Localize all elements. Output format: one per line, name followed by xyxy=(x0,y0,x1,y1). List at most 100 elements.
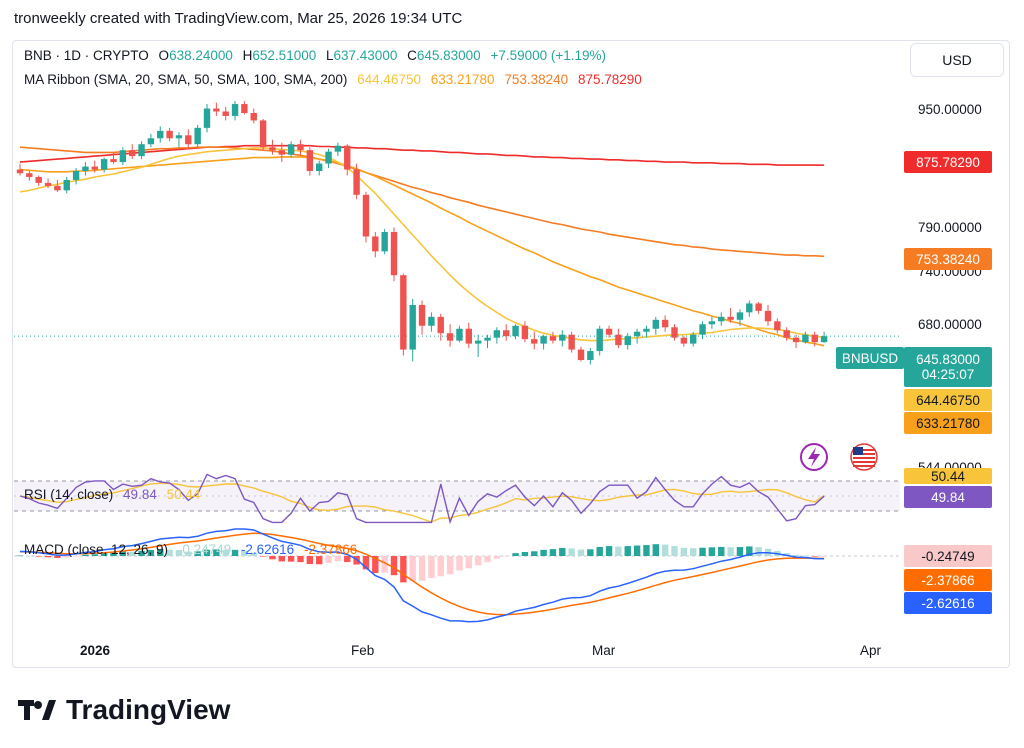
macd-histogram-bar xyxy=(811,556,818,557)
macd-legend: MACD (close, 12, 26, 9) -0.24749 -2.6261… xyxy=(24,542,363,557)
candle-body xyxy=(746,303,753,313)
candle-body xyxy=(418,304,426,326)
macd-histogram-bar xyxy=(643,545,650,556)
candle xyxy=(428,312,435,332)
candle-body xyxy=(643,328,650,332)
candle xyxy=(185,129,192,149)
macd-histogram-bar xyxy=(615,546,622,556)
candle xyxy=(222,107,229,121)
macd-histogram-bar xyxy=(129,551,136,556)
candle xyxy=(699,321,706,340)
candle-body xyxy=(44,182,52,186)
candle xyxy=(549,331,557,344)
symbol-label[interactable]: BNB · 1D · CRYPTO xyxy=(24,48,149,63)
time-tick: Mar xyxy=(592,643,616,658)
currency-button[interactable]: USD xyxy=(910,43,1004,77)
macd-histogram-bar xyxy=(493,556,501,559)
macd-histogram-bar xyxy=(783,553,790,556)
symbol-tag: BNBUSD xyxy=(836,347,904,369)
overlay-icons xyxy=(800,443,878,471)
candle xyxy=(577,346,585,362)
ma-legend: MA Ribbon (SMA, 20, SMA, 50, SMA, 100, S… xyxy=(24,72,648,87)
macd-histogram-bar xyxy=(531,551,538,556)
macd-histogram-bar xyxy=(671,546,678,556)
candle xyxy=(362,191,370,243)
candle-body xyxy=(278,150,285,155)
candle xyxy=(437,313,444,341)
macd-line xyxy=(19,528,825,623)
rsi-ma-tag: 50.44 xyxy=(904,468,992,484)
macd-histogram-bar xyxy=(381,556,388,573)
candle xyxy=(82,162,89,176)
candle-body xyxy=(559,334,566,341)
ma20-line xyxy=(19,147,825,342)
ma50-line xyxy=(19,156,825,347)
candle xyxy=(512,324,519,340)
candle-body xyxy=(587,351,594,360)
candle-body xyxy=(222,111,229,116)
lightning-icon-bolt xyxy=(808,447,820,467)
ma-title[interactable]: MA Ribbon (SMA, 20, SMA, 50, SMA, 100, S… xyxy=(24,72,348,87)
candle xyxy=(802,331,809,344)
candle-body xyxy=(820,336,828,343)
macd-histogram-bar xyxy=(792,554,800,556)
rsi-title[interactable]: RSI (14, close) xyxy=(24,487,114,502)
candle xyxy=(390,227,398,282)
macd-histogram-bar xyxy=(35,556,42,557)
candle xyxy=(344,144,351,176)
macd-histogram-bar xyxy=(736,547,744,556)
macd-histogram-bar xyxy=(418,556,426,581)
candle-body xyxy=(764,310,772,322)
candle-body xyxy=(680,337,688,344)
candle xyxy=(16,163,24,176)
candle xyxy=(250,108,257,124)
candle xyxy=(587,348,594,365)
candle-body xyxy=(390,232,398,276)
candle xyxy=(381,229,388,255)
candle xyxy=(605,325,613,338)
macd-histogram-bar xyxy=(316,556,323,565)
macd-histogram-bar xyxy=(465,556,472,569)
ma200-value: 875.78290 xyxy=(577,72,642,87)
candle-body xyxy=(306,150,314,172)
candle xyxy=(91,160,98,173)
candle-body xyxy=(718,316,725,322)
candle-body xyxy=(736,312,744,320)
candles xyxy=(16,101,828,365)
candle-body xyxy=(456,328,463,341)
candle-body xyxy=(194,127,201,145)
candle-body xyxy=(661,319,669,328)
candle-body xyxy=(259,120,267,148)
macd-histogram-bar xyxy=(699,547,706,556)
candle xyxy=(690,331,697,347)
macd-pane xyxy=(14,528,900,623)
candle xyxy=(559,330,566,347)
candle-body xyxy=(615,334,622,346)
macd-histogram-bar xyxy=(44,556,52,558)
macd-histogram-bar xyxy=(512,553,519,556)
candle xyxy=(503,324,510,341)
candle xyxy=(746,300,753,317)
candle xyxy=(44,178,52,189)
candle xyxy=(100,157,108,173)
rsi-legend: RSI (14, close) 49.84 50.44 xyxy=(24,487,206,502)
rsi-pane xyxy=(14,473,900,525)
macd-histogram-bar xyxy=(400,556,407,583)
candle xyxy=(652,316,659,335)
candle xyxy=(203,104,211,133)
candle-body xyxy=(811,334,818,343)
candle xyxy=(596,325,603,356)
macd-histogram-bar xyxy=(428,556,435,579)
price-tick: 680.00000 xyxy=(918,317,982,332)
candle xyxy=(521,321,529,343)
macd-title[interactable]: MACD (close, 12, 26, 9) xyxy=(24,542,169,557)
h-label: H xyxy=(242,48,253,63)
candle xyxy=(129,144,136,160)
time-tick: Apr xyxy=(860,643,882,658)
us-flag-canton xyxy=(853,447,863,455)
candle xyxy=(736,309,744,326)
change-value: +7.59000 (+1.19%) xyxy=(490,48,607,63)
ma50-value: 633.21780 xyxy=(430,72,495,87)
macd-histogram-bar xyxy=(203,549,211,556)
